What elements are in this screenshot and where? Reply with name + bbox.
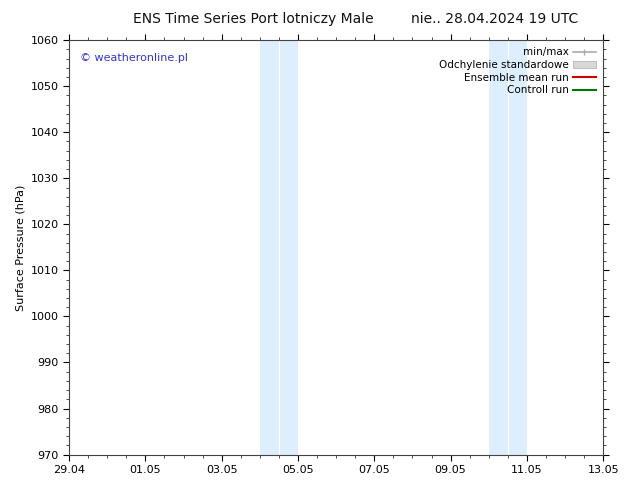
Text: © weatheronline.pl: © weatheronline.pl xyxy=(80,52,188,63)
Legend: min/max, Odchylenie standardowe, Ensemble mean run, Controll run: min/max, Odchylenie standardowe, Ensembl… xyxy=(437,46,598,98)
Text: nie.. 28.04.2024 19 UTC: nie.. 28.04.2024 19 UTC xyxy=(411,12,578,26)
Bar xyxy=(489,40,508,455)
Bar xyxy=(279,40,298,455)
Y-axis label: Surface Pressure (hPa): Surface Pressure (hPa) xyxy=(15,184,25,311)
Bar xyxy=(508,40,527,455)
Bar xyxy=(260,40,279,455)
Text: ENS Time Series Port lotniczy Male: ENS Time Series Port lotniczy Male xyxy=(133,12,374,26)
